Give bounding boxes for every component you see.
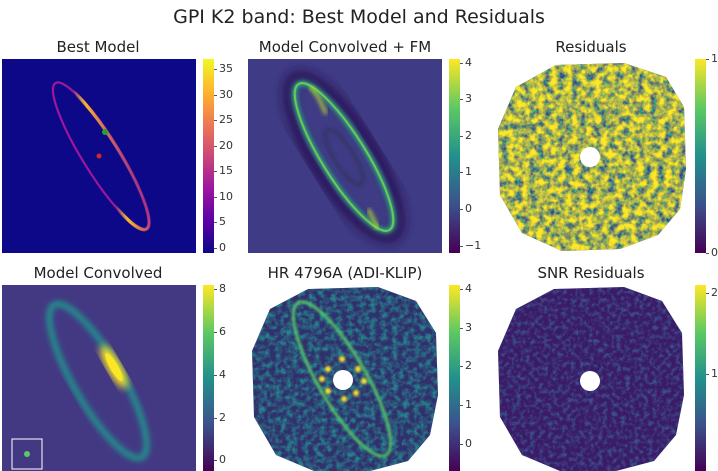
colorbar-tick-label: 1 (711, 367, 718, 380)
snr-residuals-image (494, 285, 688, 471)
colorbar-tick-label: 0 (465, 202, 472, 215)
colorbar-tick-label: 1 (711, 52, 718, 65)
colorbar-tick-label: 0 (219, 453, 226, 466)
panel-title-model-convolved-fm: Model Convolved + FM (258, 38, 432, 56)
colorbar-tick-label: 1 (465, 165, 472, 178)
colorbar-tick-label: 3 (465, 321, 472, 334)
colorbar-tick-mark (706, 59, 709, 60)
colorbar-tick-label: 35 (219, 62, 233, 75)
psf-inset-box (11, 438, 43, 470)
fm-negative-halo (282, 70, 406, 244)
panel-title-residuals: Residuals (555, 38, 627, 56)
hr4796a-colorbar (449, 285, 460, 471)
colorbar-tick-label: 10 (219, 190, 233, 203)
colorbar-tick-label: 4 (465, 282, 472, 295)
colorbar-tick-label: 3 (465, 92, 472, 105)
best-model-image (2, 59, 196, 253)
colorbar-tick-label: 15 (219, 164, 233, 177)
model-convolved-fm-colorbar (449, 59, 460, 253)
hr4796a-coronagraph-mask (333, 370, 353, 390)
colorbar-tick-label: 2 (465, 129, 472, 142)
colorbar-tick-label: 20 (219, 139, 233, 152)
colorbar-tick-label: 1 (465, 398, 472, 411)
fm-ring-core (293, 82, 395, 232)
fm-background (248, 59, 442, 253)
colorbar-tick-mark (460, 405, 463, 406)
colorbar-tick-mark (214, 289, 217, 290)
hr4796a-ring (291, 300, 393, 458)
colorbar-tick-mark (460, 136, 463, 137)
colorbar-tick-mark (460, 289, 463, 290)
colorbar-tick-mark (214, 418, 217, 419)
colorbar-tick-label: −1 (465, 239, 482, 252)
colorbar-tick-mark (214, 332, 217, 333)
fm-bottom-bright (366, 208, 380, 230)
model-convolved-fm-image (248, 59, 442, 253)
colorbar-tick-mark (214, 222, 217, 223)
figure-title: GPI K2 band: Best Model and Residuals (173, 6, 545, 28)
colorbar-tick-label: 8 (219, 282, 226, 295)
psf-inset-spot (24, 451, 30, 457)
colorbar-tick-mark (214, 69, 217, 70)
colorbar-tick-mark (460, 172, 463, 173)
colorbar-tick-mark (460, 366, 463, 367)
snr-residuals-colorbar (695, 285, 706, 471)
green-marker (102, 129, 108, 135)
residuals-coronagraph-mask (580, 147, 600, 167)
hr4796a-image (248, 285, 442, 471)
colorbar-tick-label: 4 (219, 368, 226, 381)
colorbar-tick-label: 25 (219, 113, 233, 126)
colorbar-tick-label: 2 (465, 359, 472, 372)
colorbar-tick-mark (706, 293, 709, 294)
colorbar-tick-mark (460, 99, 463, 100)
colorbar-tick-mark (706, 253, 709, 254)
model-convolved-colorbar (203, 285, 214, 471)
colorbar-tick-label: 0 (219, 241, 226, 254)
colorbar-tick-mark (214, 95, 217, 96)
residuals-colorbar (695, 59, 706, 253)
colorbar-tick-mark (460, 209, 463, 210)
colorbar-tick-mark (460, 63, 463, 64)
colorbar-tick-mark (214, 375, 217, 376)
fm-top-bright (308, 85, 328, 115)
colorbar-tick-mark (214, 248, 217, 249)
best-model-bright-arc (51, 80, 151, 232)
panel-title-model-convolved: Model Convolved (33, 264, 163, 282)
fm-inner-artifact (323, 127, 365, 187)
snr-coronagraph-mask (580, 371, 600, 391)
colorbar-tick-mark (214, 197, 217, 198)
colorbar-tick-mark (460, 444, 463, 445)
red-marker (96, 153, 102, 159)
colorbar-tick-label: 2 (711, 286, 718, 299)
model-convolved-bright-core (105, 353, 123, 381)
colorbar-tick-label: 6 (219, 325, 226, 338)
colorbar-tick-label: 5 (219, 215, 226, 228)
colorbar-tick-mark (460, 328, 463, 329)
colorbar-tick-mark (706, 374, 709, 375)
colorbar-tick-mark (214, 460, 217, 461)
snr-residuals-disk (498, 287, 684, 471)
colorbar-tick-mark (214, 120, 217, 121)
colorbar-tick-label: 0 (711, 246, 718, 259)
colorbar-tick-label: 2 (219, 411, 226, 424)
colorbar-tick-label: 4 (465, 56, 472, 69)
model-convolved-image (2, 285, 196, 471)
hr4796a-speckles (319, 356, 367, 402)
panel-title-best-model: Best Model (56, 38, 140, 56)
colorbar-tick-mark (460, 246, 463, 247)
panel-title-hr4796a: HR 4796A (ADI-KLIP) (267, 264, 423, 282)
colorbar-tick-mark (214, 146, 217, 147)
best-model-colorbar (203, 59, 214, 253)
colorbar-tick-label: 0 (465, 437, 472, 450)
colorbar-tick-label: 30 (219, 88, 233, 101)
residuals-image (494, 59, 688, 253)
model-convolved-background (2, 285, 196, 471)
colorbar-tick-mark (214, 171, 217, 172)
panel-title-snr-residuals: SNR Residuals (537, 264, 645, 282)
